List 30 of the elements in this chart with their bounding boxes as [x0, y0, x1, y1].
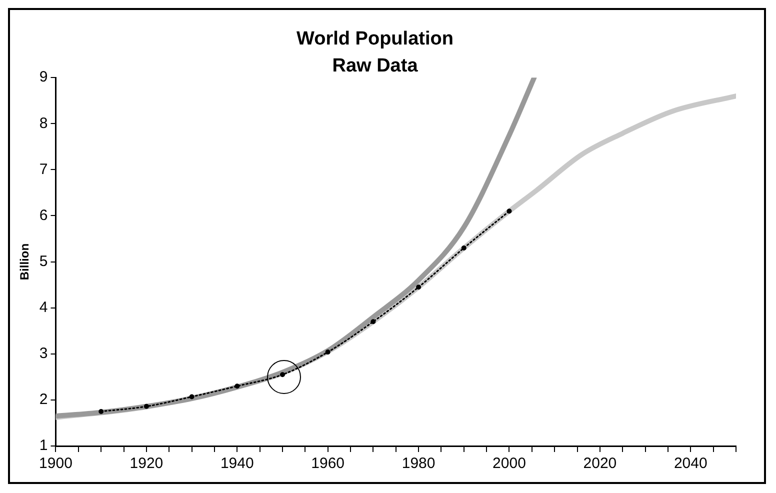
- x-tick-label: 1940: [220, 455, 254, 472]
- point: [280, 372, 285, 378]
- y-axis-title: Billion: [18, 243, 32, 280]
- y-tick-label: 3: [39, 345, 48, 362]
- x-tick-label: 1980: [402, 455, 436, 472]
- point: [234, 384, 240, 389]
- point: [370, 319, 376, 324]
- x-tick-label: 2020: [583, 455, 617, 472]
- y-tick-label: 2: [39, 391, 48, 408]
- point: [144, 404, 149, 409]
- chart-title: World Population: [296, 28, 454, 50]
- point: [416, 284, 422, 290]
- point: [98, 408, 104, 414]
- y-tick-label: 7: [39, 160, 48, 178]
- y-tick-label: 1: [39, 437, 48, 454]
- y-tick-label: 6: [39, 206, 48, 224]
- y-tick-label: 5: [39, 252, 48, 270]
- point: [461, 245, 466, 250]
- point: [189, 394, 194, 400]
- chart-subtitle: Raw Data: [332, 55, 418, 76]
- x-tick-label: 1900: [39, 455, 72, 472]
- point: [325, 350, 330, 355]
- x-tick-label: 2040: [674, 455, 708, 472]
- y-tick-label: 8: [39, 114, 48, 132]
- x-tick-label: 1960: [311, 455, 345, 472]
- y-tick-label: 4: [39, 298, 48, 316]
- point: [506, 208, 512, 214]
- y-tick-label: 9: [39, 68, 48, 86]
- x-tick-label: 1920: [130, 455, 164, 472]
- x-tick-label: 2000: [492, 455, 526, 472]
